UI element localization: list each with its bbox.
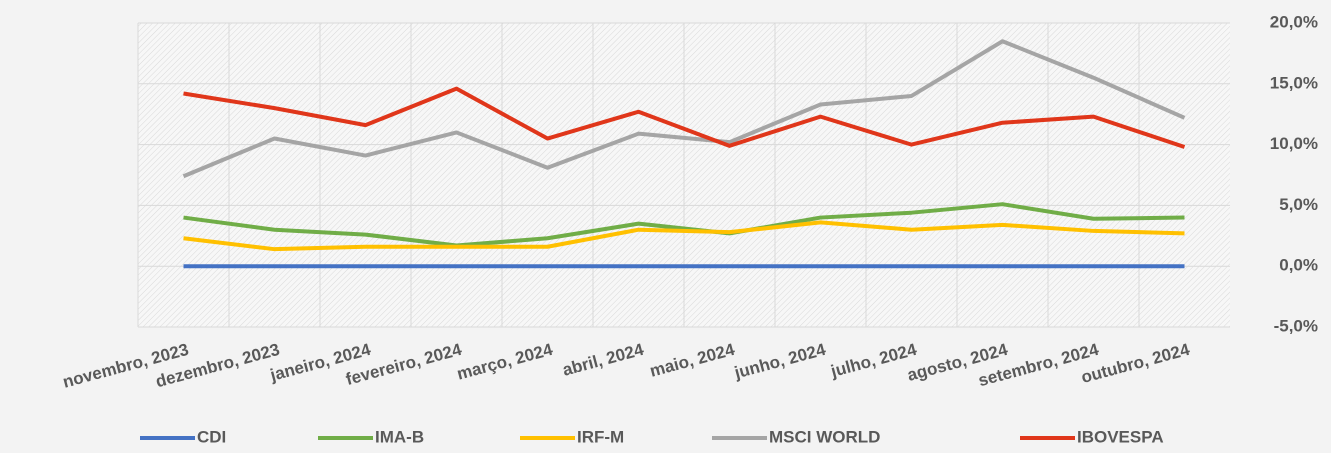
series-line — [183, 86, 1186, 149]
legend-label: CDI — [197, 427, 226, 446]
x-tick-label: abril, 2024 — [560, 340, 646, 380]
legend-label: IMA-B — [375, 427, 424, 446]
x-tick-label: março, 2024 — [455, 340, 555, 384]
series-line — [182, 39, 1186, 179]
legend-label: MSCI WORLD — [769, 427, 880, 446]
y-tick-label: -5,0% — [1274, 316, 1318, 335]
x-tick-label: maio, 2024 — [648, 340, 737, 381]
series-line — [183, 220, 1185, 252]
series-line — [183, 202, 1185, 248]
y-tick-label: 15,0% — [1270, 73, 1318, 92]
x-tick-label: junho, 2024 — [731, 340, 828, 383]
x-tick-label: julho, 2024 — [828, 340, 919, 381]
y-tick-label: 10,0% — [1270, 134, 1318, 153]
y-tick-label: 5,0% — [1279, 195, 1318, 214]
legend-label: IRF-M — [577, 427, 624, 446]
y-tick-label: 0,0% — [1279, 256, 1318, 275]
legend-label: IBOVESPA — [1077, 427, 1164, 446]
y-tick-label: 20,0% — [1270, 12, 1318, 31]
